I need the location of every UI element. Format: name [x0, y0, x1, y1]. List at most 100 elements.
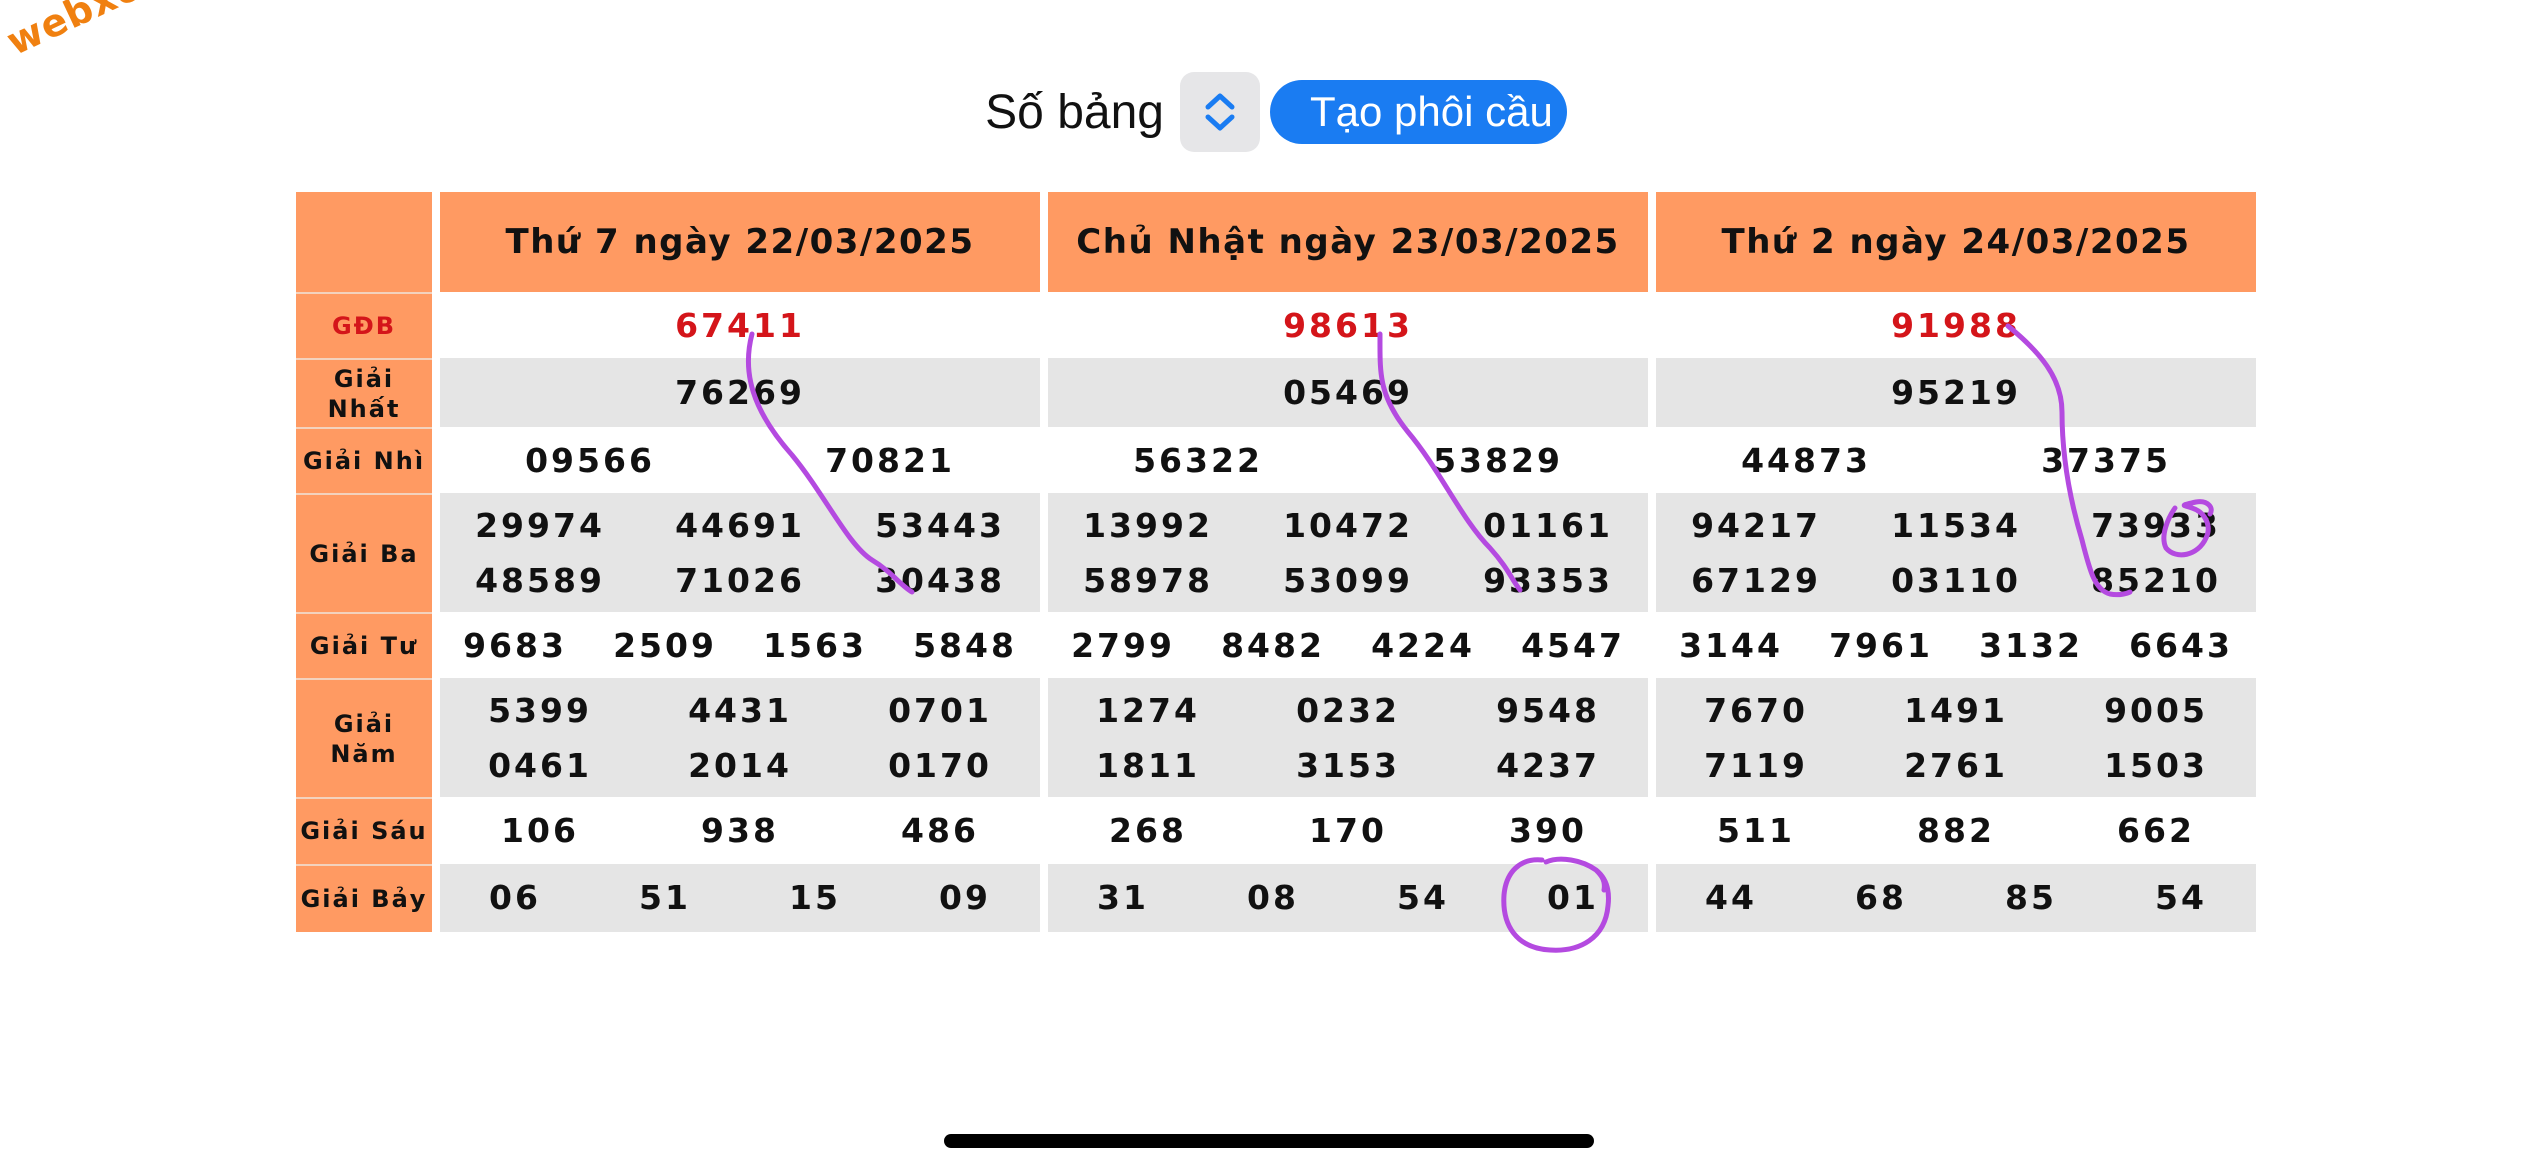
prize-number: 1811 [1096, 745, 1200, 785]
prize-number: 9683 [463, 625, 567, 665]
prize-number: 2014 [688, 745, 792, 785]
prize-cell: 2799 8482 4224 4547 [1040, 611, 1648, 679]
prize-cell: 76269 [432, 358, 1040, 427]
prize-number: 3153 [1296, 745, 1400, 785]
prize-cell: 94217 11534 73933 67129 03110 85210 [1648, 493, 2256, 612]
prize-number: 85 [2005, 878, 2057, 918]
prize-number: 4431 [688, 690, 792, 730]
prize-number: 938 [701, 810, 779, 850]
prize-number: 03110 [1891, 560, 2021, 600]
prize-number: 98613 [1283, 305, 1413, 345]
prize-number: 0461 [488, 745, 592, 785]
prize-label-db: GĐB [296, 292, 432, 359]
prize-number: 1503 [2104, 745, 2208, 785]
prize-cell: 67411 [432, 292, 1040, 359]
prize-cell: 511 882 662 [1648, 797, 2256, 864]
prize-row-sau: Giải Sáu 106 938 486 268 170 390 511 882 662 [296, 797, 2256, 864]
prize-cell: 91988 [1648, 292, 2256, 359]
prize-number: 7961 [1829, 625, 1933, 665]
prize-cell: 56322 53829 [1040, 426, 1648, 494]
prize-number: 1563 [763, 625, 867, 665]
prize-label-ba: Giải Ba [296, 493, 432, 612]
prize-cell: 95219 [1648, 358, 2256, 427]
prize-number: 44691 [675, 505, 805, 545]
prize-number: 9548 [1496, 690, 1600, 730]
prize-number: 170 [1309, 810, 1387, 850]
prize-number: 93353 [1483, 560, 1613, 600]
date-header-row: Thứ 7 ngày 22/03/2025 Chủ Nhật ngày 23/0… [296, 192, 2256, 292]
prize-row-bay: Giải Bảy 06 51 15 09 31 08 54 01 44 68 85 54 [296, 863, 2256, 932]
prize-cell: 44873 37375 [1648, 426, 2256, 494]
prize-number: 68 [1855, 878, 1907, 918]
day-header-1: Thứ 7 ngày 22/03/2025 [432, 192, 1040, 292]
prize-cell: 29974 44691 53443 48589 71026 30438 [432, 493, 1040, 612]
prize-number: 08 [1247, 878, 1299, 918]
home-indicator [944, 1134, 1594, 1148]
prize-number: 390 [1509, 810, 1587, 850]
prize-number: 53443 [875, 505, 1005, 545]
prize-number: 53099 [1283, 560, 1413, 600]
corner-cell [296, 192, 432, 292]
prize-cell: 31 08 54 01 [1040, 863, 1648, 932]
prize-number: 01161 [1483, 505, 1613, 545]
prize-number: 09566 [525, 440, 655, 480]
prize-number: 31 [1097, 878, 1149, 918]
prize-cell: 1274 0232 9548 1811 3153 4237 [1040, 678, 1648, 798]
prize-cell: 5399 4431 0701 0461 2014 0170 [432, 678, 1040, 798]
prize-label-tu: Giải Tư [296, 611, 432, 679]
prize-label-nhi: Giải Nhì [296, 426, 432, 494]
prize-number: 1491 [1904, 690, 2008, 730]
prize-cell: 06 51 15 09 [432, 863, 1040, 932]
toolbar: Số bảng Tạo phôi cầu [0, 72, 2532, 152]
prize-number: 73933 [2091, 505, 2221, 545]
prize-label-nhat: Giải Nhất [296, 358, 432, 427]
prize-number: 3144 [1679, 625, 1783, 665]
prize-number: 37375 [2041, 440, 2171, 480]
prize-number: 06 [489, 878, 541, 918]
prize-number: 5848 [913, 625, 1017, 665]
prize-number: 9005 [2104, 690, 2208, 730]
prize-cell: 13992 10472 01161 58978 53099 93353 [1040, 493, 1648, 612]
prize-number: 05469 [1283, 373, 1413, 413]
prize-number: 0701 [888, 690, 992, 730]
prize-row-ba: Giải Ba 29974 44691 53443 48589 71026 30438 139… [296, 493, 2256, 612]
prize-number: 29974 [475, 505, 605, 545]
prize-cell: 09566 70821 [432, 426, 1040, 494]
prize-number: 1274 [1096, 690, 1200, 730]
prize-number: 56322 [1133, 440, 1263, 480]
prize-number: 5399 [488, 690, 592, 730]
prize-number: 53829 [1433, 440, 1563, 480]
prize-number: 58978 [1083, 560, 1213, 600]
prize-number: 48589 [475, 560, 605, 600]
prize-number: 44873 [1741, 440, 1871, 480]
prize-number: 106 [501, 810, 579, 850]
day-header-3: Thứ 2 ngày 24/03/2025 [1648, 192, 2256, 292]
prize-number: 70821 [825, 440, 955, 480]
prize-number: 6643 [2129, 625, 2233, 665]
prize-number: 11534 [1891, 505, 2021, 545]
prize-cell: 106 938 486 [432, 797, 1040, 864]
prize-number: 95219 [1891, 373, 2021, 413]
results-table: Thứ 7 ngày 22/03/2025 Chủ Nhật ngày 23/0… [296, 192, 2256, 932]
prize-number: 3132 [1979, 625, 2083, 665]
prize-number: 7670 [1704, 690, 1808, 730]
table-count-stepper[interactable] [1179, 72, 1260, 152]
prize-number: 15 [789, 878, 841, 918]
prize-number: 94217 [1691, 505, 1821, 545]
prize-label-nam: Giải Năm [296, 678, 432, 798]
prize-number: 09 [939, 878, 991, 918]
prize-number: 2761 [1904, 745, 2008, 785]
prize-cell: 98613 [1040, 292, 1648, 359]
day-header-2: Chủ Nhật ngày 23/03/2025 [1040, 192, 1648, 292]
prize-number: 44 [1705, 878, 1757, 918]
prize-number: 2799 [1071, 625, 1175, 665]
prize-row-nhi: Giải Nhì 09566 70821 56322 53829 44873 37375 [296, 426, 2256, 494]
prize-number: 511 [1717, 810, 1795, 850]
prize-number: 8482 [1221, 625, 1325, 665]
prize-number: 10472 [1283, 505, 1413, 545]
prize-number: 0232 [1296, 690, 1400, 730]
prize-number: 4547 [1521, 625, 1625, 665]
prize-cell: 44 68 85 54 [1648, 863, 2256, 932]
prize-number: 662 [2117, 810, 2195, 850]
create-chart-button[interactable]: Tạo phôi cầu [1269, 80, 1567, 144]
